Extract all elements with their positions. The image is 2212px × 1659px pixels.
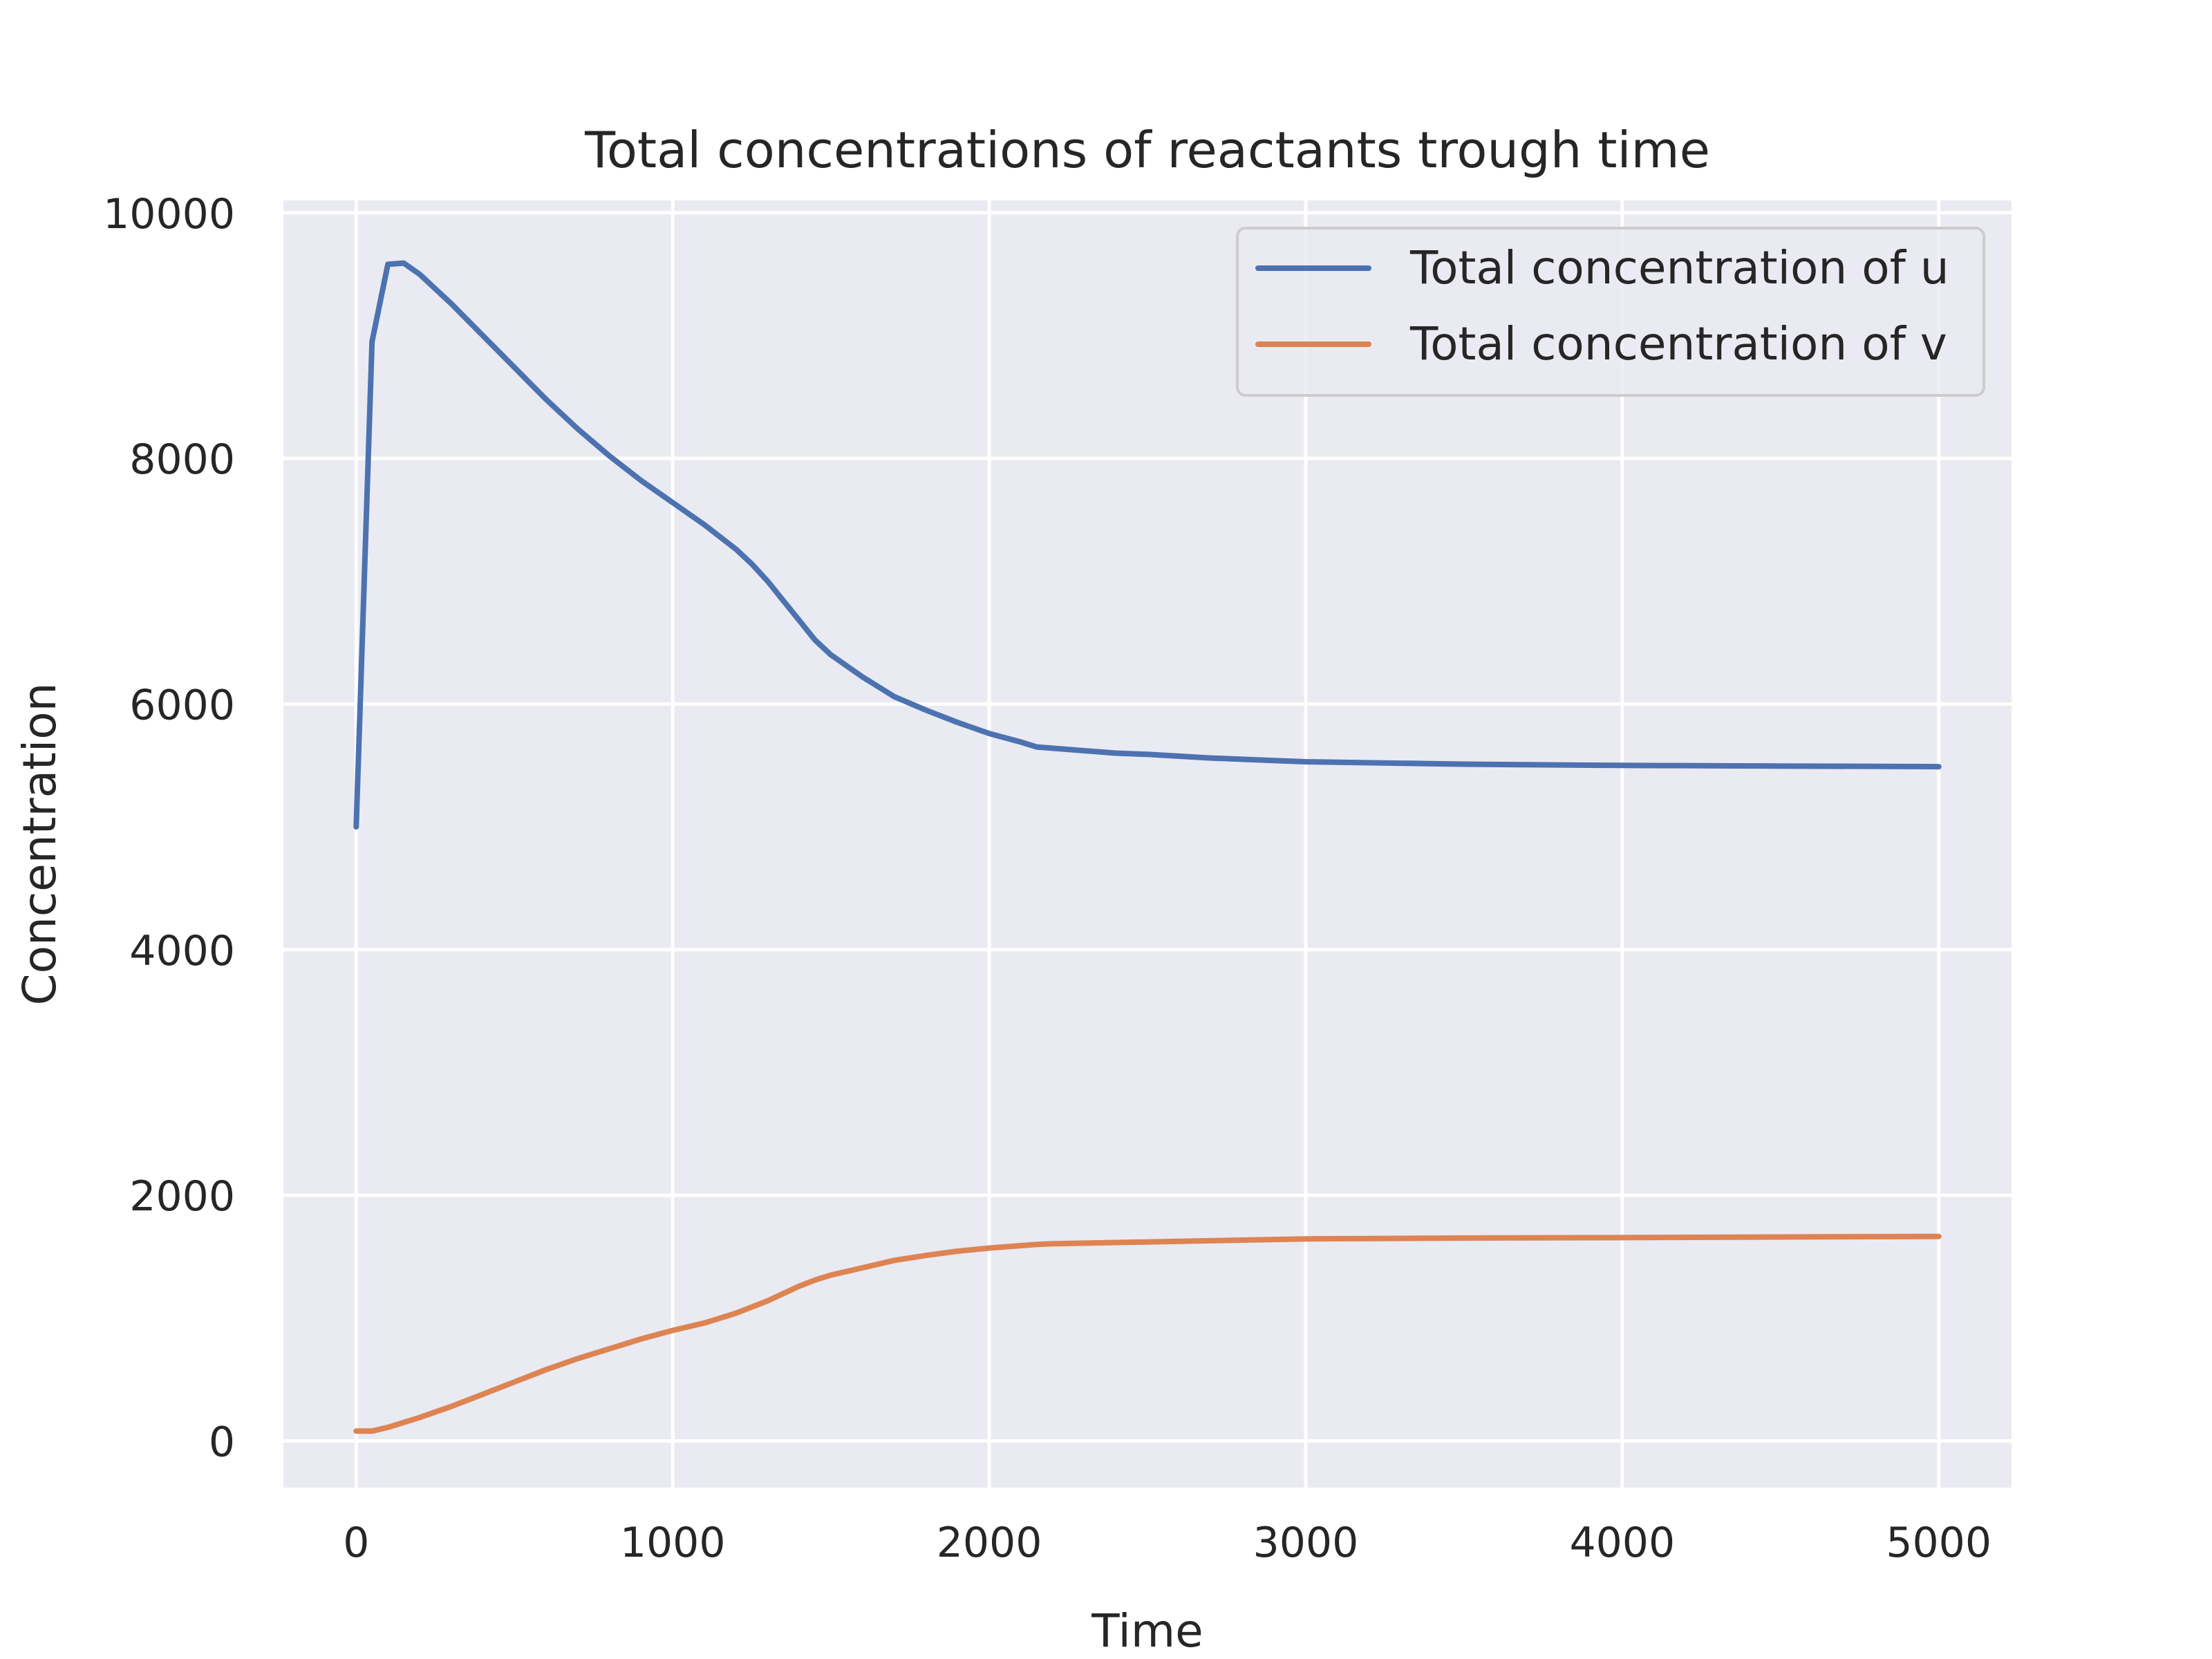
y-tick-labels: 0 2000 4000 6000 8000 10000	[103, 190, 235, 1467]
x-tick-label-2: 2000	[937, 1519, 1042, 1567]
y-tick-label-0: 0	[209, 1418, 235, 1466]
x-tick-label-5: 5000	[1886, 1519, 1991, 1567]
x-tick-label-1: 1000	[620, 1519, 726, 1567]
legend: Total concentration of u Total concentra…	[1236, 227, 1985, 397]
legend-label-v: Total concentration of v	[1409, 317, 1947, 371]
legend-label-u: Total concentration of u	[1409, 241, 1949, 294]
x-tick-label-3: 3000	[1253, 1519, 1359, 1567]
y-axis-label: Concentration	[13, 683, 66, 1006]
series-line-v	[353, 1233, 1942, 1434]
chart-title: Total concentrations of reactants trough…	[584, 121, 1710, 179]
x-tick-label-4: 4000	[1569, 1519, 1675, 1567]
y-tick-label-5: 10000	[103, 190, 235, 238]
series-layer	[353, 260, 1942, 1434]
x-tick-labels: 0 1000 2000 3000 4000 5000	[343, 1519, 1991, 1567]
series-line-u	[353, 260, 1942, 830]
legend-box	[1236, 227, 1985, 397]
y-tick-label-1: 2000	[129, 1172, 235, 1221]
y-tick-label-3: 6000	[129, 681, 235, 729]
x-gridlines	[354, 200, 1941, 1488]
y-tick-label-2: 4000	[129, 927, 235, 975]
y-gridlines	[283, 211, 2012, 1443]
x-axis-label: Time	[1091, 1604, 1203, 1658]
y-tick-label-4: 8000	[129, 435, 235, 484]
plot-area	[283, 200, 2012, 1488]
x-tick-label-0: 0	[343, 1519, 369, 1567]
